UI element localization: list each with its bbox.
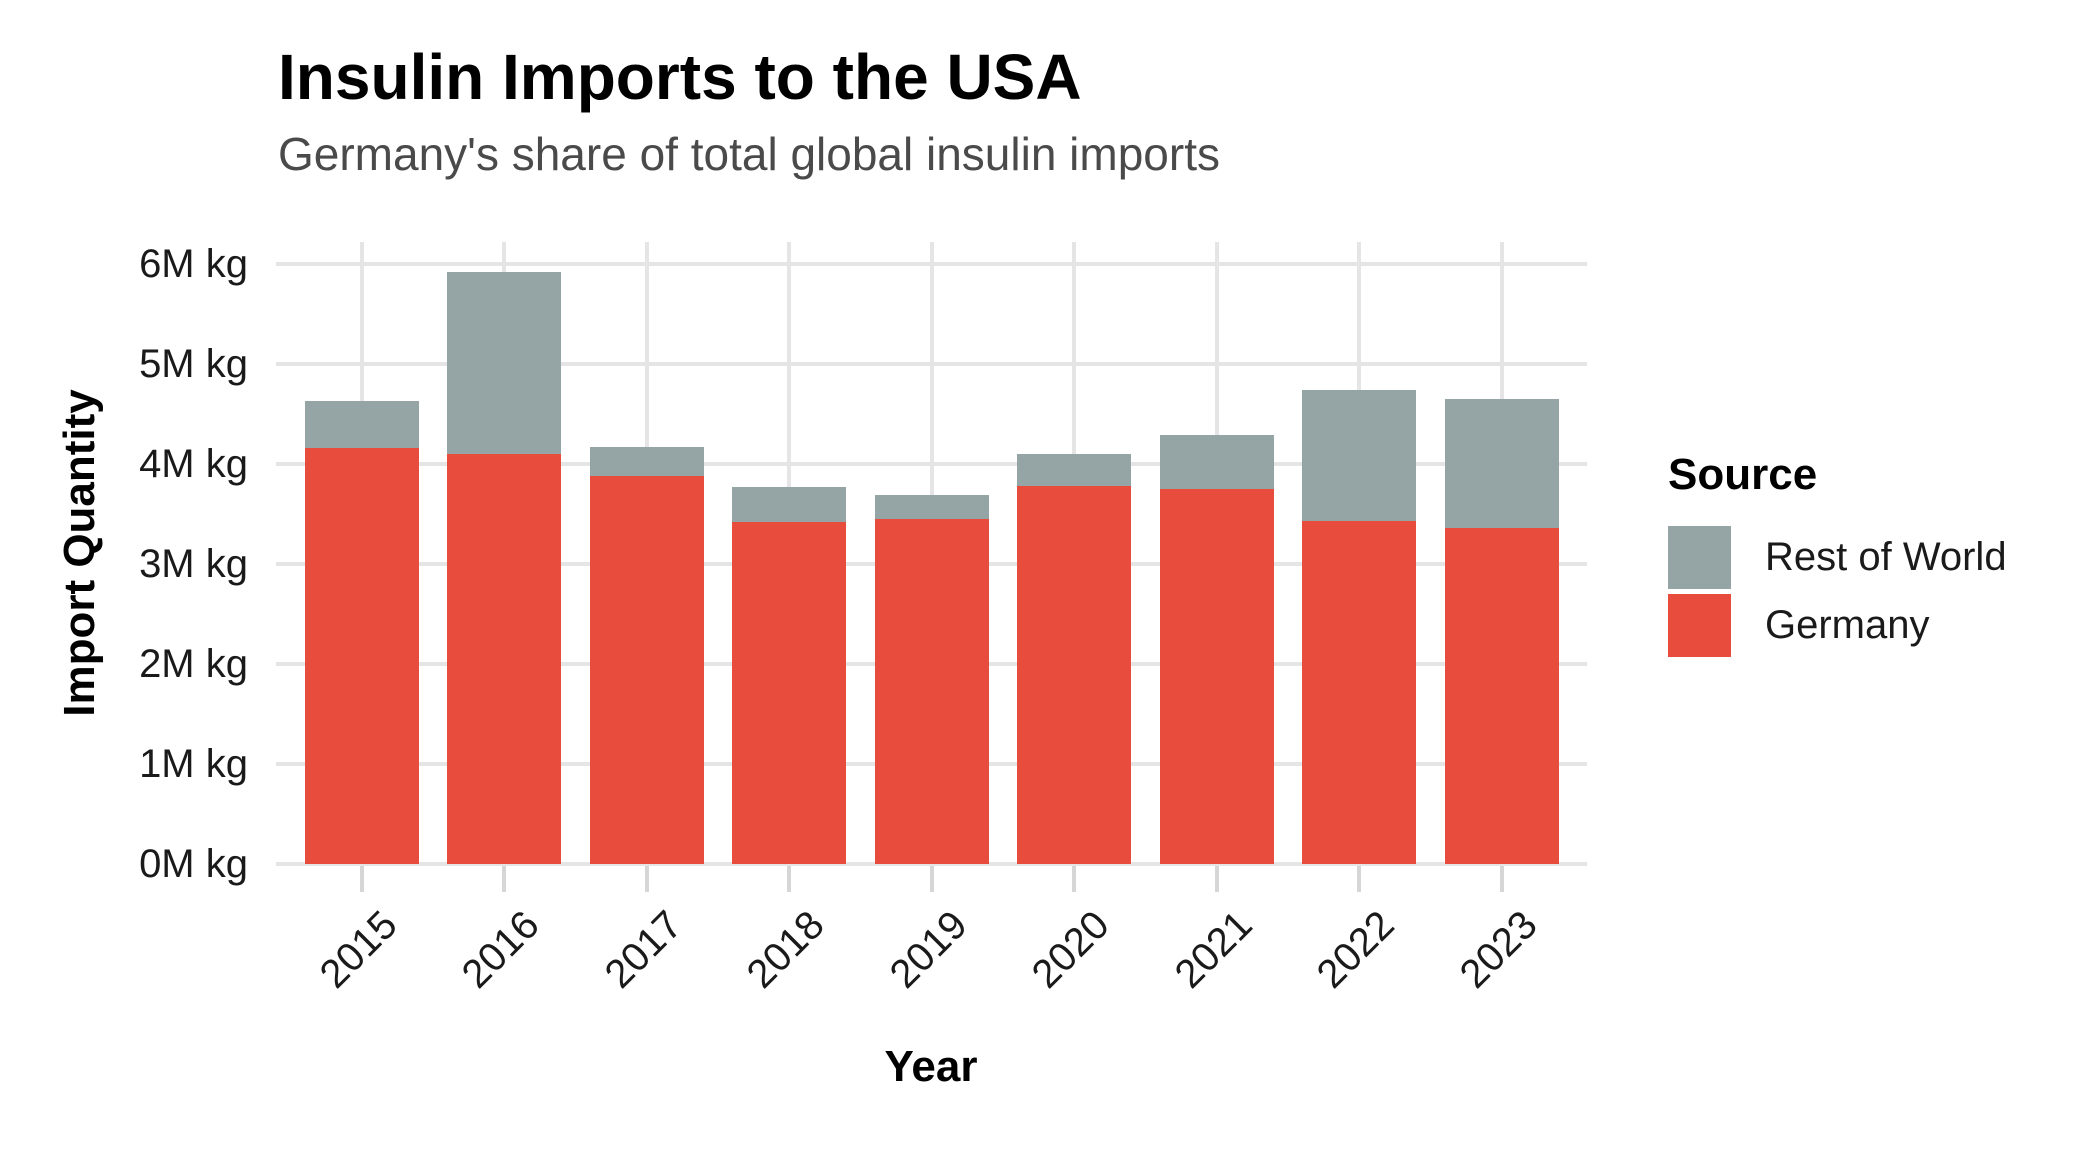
x-tick-label-2019: 2019 xyxy=(881,902,976,997)
x-tick-label-2017: 2017 xyxy=(596,902,691,997)
y-tick-label: 3M kg xyxy=(139,542,248,586)
x-tick-label-2021: 2021 xyxy=(1166,902,1261,997)
bar-segment-2020-germany xyxy=(1017,486,1132,864)
bar-segment-2023-rest-of-world xyxy=(1444,399,1559,528)
x-tick-label-2022: 2022 xyxy=(1308,902,1403,997)
y-tick-label: 2M kg xyxy=(139,642,248,686)
x-tick-label-2015: 2015 xyxy=(311,902,406,997)
x-tick-mark xyxy=(1499,864,1504,892)
bar-segment-2021-rest-of-world xyxy=(1159,435,1274,489)
legend-swatch-germany xyxy=(1668,594,1731,657)
y-tick-label: 1M kg xyxy=(139,742,248,786)
chart-title: Insulin Imports to the USA xyxy=(278,41,1082,113)
bar-segment-2017-germany xyxy=(589,476,704,864)
legend-title: Source xyxy=(1668,450,1818,499)
bar-segment-2019-rest-of-world xyxy=(874,495,989,519)
bar-segment-2018-germany xyxy=(732,522,847,864)
plot-panel xyxy=(276,242,1587,866)
legend-item-rest-of-world: Rest of World xyxy=(1668,526,2007,589)
legend-swatch-rest-of-world xyxy=(1668,526,1731,589)
x-tick-label-2016: 2016 xyxy=(454,902,549,997)
x-tick-mark xyxy=(502,864,507,892)
legend-label-germany: Germany xyxy=(1765,603,1930,647)
x-tick-mark xyxy=(644,864,649,892)
bar-segment-2022-rest-of-world xyxy=(1302,390,1417,521)
chart-subtitle: Germany's share of total global insulin … xyxy=(278,128,1220,180)
bar-segment-2018-rest-of-world xyxy=(732,487,847,522)
y-tick-label: 6M kg xyxy=(139,242,248,286)
bar-segment-2022-germany xyxy=(1302,521,1417,864)
legend-item-germany: Germany xyxy=(1668,594,2007,657)
x-tick-mark xyxy=(1214,864,1219,892)
x-tick-mark xyxy=(360,864,364,892)
legend-label-rest-of-world: Rest of World xyxy=(1765,535,2007,579)
x-tick-mark xyxy=(929,864,934,892)
x-tick-label-2020: 2020 xyxy=(1023,902,1118,997)
bar-segment-2015-rest-of-world xyxy=(305,401,419,448)
x-tick-mark xyxy=(787,864,792,892)
x-tick-mark xyxy=(1357,864,1362,892)
bar-segment-2017-rest-of-world xyxy=(589,447,704,476)
x-tick-label-2023: 2023 xyxy=(1451,902,1546,997)
bar-segment-2016-germany xyxy=(447,454,562,864)
y-tick-label: 5M kg xyxy=(139,342,248,386)
bar-segment-2020-rest-of-world xyxy=(1017,454,1132,486)
x-axis-title: Year xyxy=(884,1042,978,1091)
y-tick-label: 4M kg xyxy=(139,442,248,486)
bar-segment-2023-germany xyxy=(1444,528,1559,864)
h-gridline-0Mkg xyxy=(276,862,1587,866)
x-tick-mark xyxy=(1072,864,1077,892)
y-tick-label: 0M kg xyxy=(139,842,248,886)
bar-segment-2019-germany xyxy=(874,519,989,864)
bar-segment-2015-germany xyxy=(305,448,419,864)
bar-segment-2021-germany xyxy=(1159,489,1274,864)
x-tick-label-2018: 2018 xyxy=(739,902,834,997)
legend: Source Rest of World Germany xyxy=(1668,450,2007,662)
bar-segment-2016-rest-of-world xyxy=(447,272,562,454)
